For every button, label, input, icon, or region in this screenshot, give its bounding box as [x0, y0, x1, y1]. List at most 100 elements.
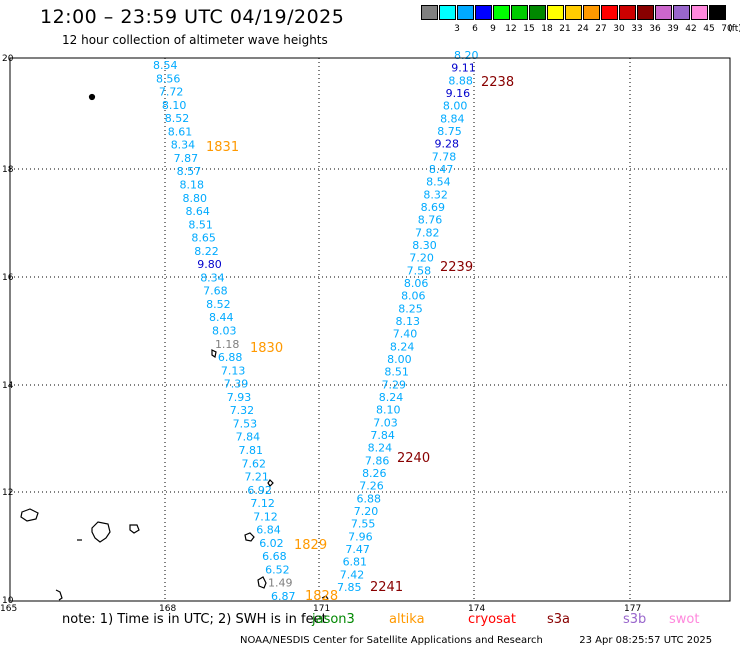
wave-height-value: 6.92 [247, 484, 272, 497]
island-kwajalein-b [129, 524, 140, 534]
time-label: 2241 [370, 580, 403, 595]
island-kwajalein-a [91, 521, 111, 543]
wave-height-value: 8.61 [168, 125, 193, 138]
lon-tick-label: 168 [159, 604, 176, 614]
legend-swatch [601, 5, 618, 20]
s3a-track: 8.209.118.889.168.008.848.759.287.788.47… [337, 49, 479, 594]
wave-height-value: 7.20 [409, 252, 434, 265]
wave-height-value: 7.93 [227, 391, 252, 404]
legend-swatch [547, 5, 564, 20]
legend-label: 18 [541, 24, 553, 34]
island-wake [88, 93, 96, 101]
legend-label: 15 [523, 24, 535, 34]
legend-label: 45 [703, 24, 715, 34]
wave-height-value: 6.52 [265, 563, 290, 576]
wave-height-value: 1.18 [215, 338, 240, 351]
lon-tick-label: 165 [0, 604, 17, 614]
legend-swatch [673, 5, 690, 20]
wave-height-value: 8.64 [185, 205, 210, 218]
wave-height-value: 6.84 [256, 524, 281, 537]
lat-tick-label: 18 [2, 165, 14, 175]
island-likiep [211, 349, 217, 358]
wave-height-value: 8.34 [200, 271, 225, 284]
lat-tick-label: 14 [2, 381, 14, 391]
wave-height-value: 8.80 [183, 192, 208, 205]
map-grid: 165 168 171 174 177 10 12 14 16 18 20 [0, 54, 730, 614]
wave-height-value: 8.06 [401, 290, 426, 303]
legend-unit: (ft) [728, 24, 740, 34]
altika-track: 8.548.567.728.108.528.618.347.878.578.18… [153, 59, 296, 603]
wave-height-value: 8.51 [384, 366, 409, 379]
island-majuro [257, 576, 267, 589]
wave-height-value: 8.57 [177, 165, 202, 178]
wave-height-value: 8.51 [188, 218, 213, 231]
wave-height-value: 6.68 [262, 550, 287, 563]
wave-height-value: 8.13 [396, 315, 421, 328]
wave-height-value: 8.06 [404, 277, 429, 290]
wave-height-value: 8.10 [162, 99, 187, 112]
wave-height-value: 8.47 [429, 163, 454, 176]
legend-swatch [583, 5, 600, 20]
wave-height-value: 7.96 [348, 530, 373, 543]
generated-timestamp: 23 Apr 08:25:57 UTC 2025 [579, 635, 713, 646]
wave-height-value: 8.54 [426, 176, 451, 189]
wave-height-value: 8.25 [398, 302, 423, 315]
wave-height-value: 6.88 [218, 351, 243, 364]
wave-height-value: 7.20 [354, 505, 379, 518]
wave-height-value: 8.76 [418, 214, 443, 227]
wave-height-value: 7.21 [244, 471, 269, 484]
wave-height-value: 7.40 [393, 328, 418, 341]
legend-swatch [637, 5, 654, 20]
satellite-label-swot: swot [669, 612, 700, 627]
wave-height-value: 7.62 [242, 457, 267, 470]
lat-tick-label: 20 [2, 54, 14, 64]
wave-height-value: 8.18 [180, 178, 205, 191]
wave-height-value: 8.84 [440, 112, 465, 125]
time-label: 1829 [294, 538, 327, 553]
wave-height-value: 6.87 [271, 590, 296, 603]
wave-height-value: 9.11 [451, 62, 476, 75]
credit-text: NOAA/NESDIS Center for Satellite Applica… [240, 635, 543, 646]
wave-height-value: 7.82 [415, 226, 440, 239]
wave-height-value: 7.68 [203, 285, 228, 298]
wave-height-value: 6.88 [357, 492, 382, 505]
lat-tick-label: 12 [2, 488, 13, 498]
wave-height-value: 8.20 [454, 49, 479, 62]
island-wotje [267, 479, 274, 487]
island-enewetak [20, 508, 39, 522]
lat-tick-label: 10 [2, 596, 14, 606]
wave-height-value: 8.30 [412, 239, 437, 252]
map-title: 12:00 – 23:59 UTC 04/19/2025 [40, 6, 345, 28]
time-label: 1831 [206, 140, 239, 155]
time-label: 2239 [440, 260, 473, 275]
map-frame [9, 57, 731, 602]
wave-height-value: 7.42 [340, 568, 365, 581]
legend-swatch [619, 5, 636, 20]
legend-label: 39 [667, 24, 679, 34]
wave-height-value: 6.02 [259, 537, 284, 550]
time-label: 1828 [305, 589, 338, 604]
legend-label: 24 [577, 24, 589, 34]
legend-label: 36 [649, 24, 661, 34]
legend-swatch [511, 5, 528, 20]
legend-label: 70 [721, 24, 733, 34]
legend-label: 27 [595, 24, 607, 34]
legend-swatch [655, 5, 672, 20]
lon-tick-label: 171 [313, 604, 330, 614]
wave-height-value: 8.22 [194, 245, 219, 258]
legend-label: 21 [559, 24, 571, 34]
legend-label: 6 [472, 24, 478, 34]
wave-height-value: 8.00 [387, 353, 412, 366]
credit-line: NOAA/NESDIS Center for Satellite Applica… [240, 635, 712, 646]
legend-swatch [565, 5, 582, 20]
legend-label: 3 [454, 24, 460, 34]
wave-height-value: 7.87 [174, 152, 199, 165]
wave-height-value: 7.55 [351, 518, 376, 531]
footer-note: note: 1) Time is in UTC; 2) SWH is in fe… [62, 612, 327, 627]
wave-height-value: 8.88 [448, 74, 473, 87]
legend-swatch [493, 5, 510, 20]
wave-height-value: 8.00 [443, 100, 468, 113]
wave-height-value: 7.58 [407, 264, 432, 277]
wave-height-value: 7.47 [345, 543, 370, 556]
wave-height-value: 7.53 [233, 417, 258, 430]
